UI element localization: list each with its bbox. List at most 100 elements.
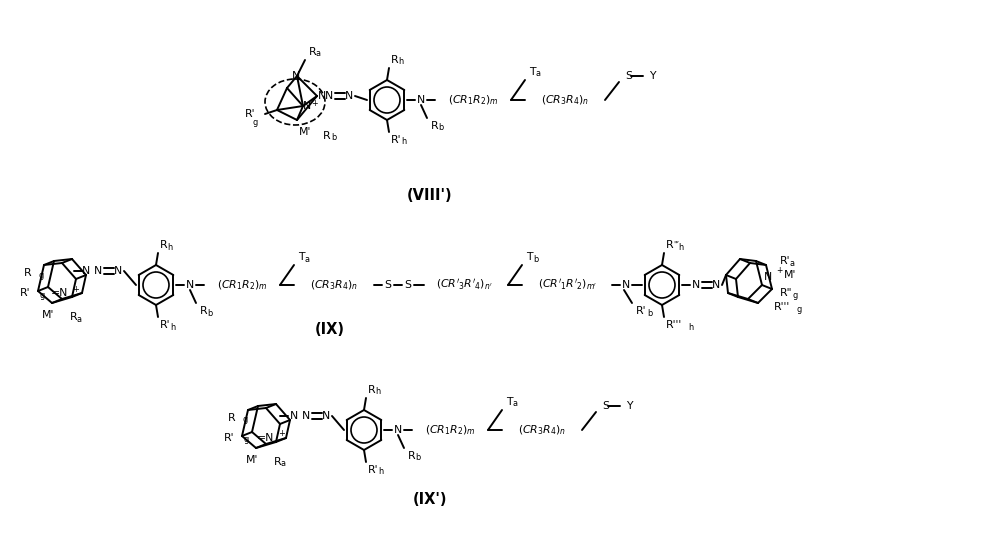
- Text: $(CR_1R_2)_m$: $(CR_1R_2)_m$: [217, 278, 267, 292]
- Text: S: S: [625, 71, 632, 81]
- Text: +: +: [72, 285, 79, 294]
- Text: (IX'): (IX'): [413, 493, 447, 508]
- Text: b: b: [533, 254, 538, 264]
- Text: T: T: [526, 252, 533, 262]
- Text: a: a: [790, 259, 795, 267]
- Text: S: S: [404, 280, 411, 290]
- Text: h: h: [678, 243, 684, 252]
- Text: $(CR_1R_2)_m$: $(CR_1R_2)_m$: [448, 93, 498, 107]
- Text: Y: Y: [649, 71, 656, 81]
- Text: M': M': [298, 127, 311, 137]
- Text: $(CR'_3R'_4)_{n'}$: $(CR'_3R'_4)_{n'}$: [436, 278, 492, 292]
- Text: R: R: [70, 312, 78, 322]
- Text: N: N: [394, 425, 402, 435]
- Text: h: h: [375, 388, 380, 397]
- Text: R: R: [24, 268, 32, 278]
- Text: h: h: [170, 322, 176, 331]
- Text: =N: =N: [257, 433, 274, 443]
- Text: a: a: [305, 254, 310, 264]
- Text: "’: "’: [673, 240, 679, 250]
- Text: N: N: [94, 266, 102, 276]
- Text: R': R': [391, 135, 401, 145]
- Text: N: N: [82, 266, 90, 276]
- Text: h: h: [398, 58, 403, 66]
- Text: a: a: [281, 460, 286, 468]
- Text: $(CR_3R_4)_n$: $(CR_3R_4)_n$: [518, 423, 566, 437]
- Text: M': M': [784, 270, 796, 280]
- Text: b: b: [331, 134, 336, 142]
- Text: N: N: [692, 280, 701, 290]
- Text: M': M': [42, 310, 54, 320]
- Text: R: R: [408, 451, 415, 461]
- Text: R: R: [309, 47, 316, 57]
- Text: T: T: [506, 397, 513, 407]
- Text: M': M': [246, 455, 258, 465]
- Text: R': R': [780, 256, 790, 266]
- Text: (VIII'): (VIII'): [407, 188, 453, 203]
- Text: h: h: [378, 467, 383, 476]
- Text: N: N: [325, 91, 333, 101]
- Text: R: R: [274, 457, 281, 467]
- Text: S: S: [602, 401, 609, 411]
- Text: R: R: [666, 240, 674, 250]
- Text: R: R: [368, 385, 375, 395]
- Text: =N: =N: [51, 288, 69, 298]
- Text: R': R': [636, 306, 647, 316]
- Text: N: N: [318, 91, 326, 101]
- Text: a: a: [536, 70, 541, 79]
- Text: N: N: [622, 280, 630, 290]
- Text: N: N: [301, 411, 310, 421]
- Text: h: h: [401, 137, 406, 147]
- Text: T: T: [529, 67, 536, 77]
- Text: b: b: [207, 308, 213, 317]
- Text: N: N: [291, 71, 300, 81]
- Text: N: N: [345, 91, 353, 101]
- Text: h: h: [167, 243, 173, 252]
- Text: R: R: [229, 413, 236, 423]
- Text: R': R': [245, 109, 255, 119]
- Text: $(CR_1R_2)_m$: $(CR_1R_2)_m$: [425, 423, 475, 437]
- Text: R: R: [391, 55, 398, 65]
- Text: R': R': [224, 433, 234, 443]
- Text: R: R: [323, 131, 330, 141]
- Text: R": R": [780, 288, 792, 298]
- Text: R: R: [431, 121, 439, 131]
- Text: a: a: [513, 399, 518, 409]
- Text: a: a: [77, 314, 82, 323]
- Text: R''': R''': [774, 302, 790, 312]
- Text: T: T: [298, 252, 304, 262]
- Text: b: b: [438, 123, 443, 133]
- Text: S: S: [384, 280, 391, 290]
- Text: g: g: [244, 436, 250, 445]
- Text: N: N: [302, 101, 311, 111]
- Text: b: b: [415, 453, 420, 462]
- Text: N: N: [114, 266, 122, 276]
- Text: N: N: [322, 411, 330, 421]
- Text: g: g: [243, 416, 249, 425]
- Text: +: +: [310, 99, 317, 107]
- Text: +: +: [278, 430, 284, 439]
- Text: h: h: [688, 322, 694, 331]
- Text: $(CR_3R_4)_n$: $(CR_3R_4)_n$: [541, 93, 589, 107]
- Text: g: g: [39, 271, 44, 280]
- Text: Y: Y: [626, 401, 633, 411]
- Text: N: N: [417, 95, 425, 105]
- Text: R': R': [160, 320, 171, 330]
- Text: R: R: [160, 240, 168, 250]
- Text: R: R: [200, 306, 208, 316]
- Text: +: +: [776, 266, 782, 275]
- Text: N: N: [186, 280, 195, 290]
- Text: $(CR_3R_4)_n$: $(CR_3R_4)_n$: [310, 278, 358, 292]
- Text: g: g: [793, 291, 798, 300]
- Text: g: g: [40, 291, 45, 300]
- Text: N: N: [763, 272, 772, 282]
- Text: N: N: [712, 280, 721, 290]
- Text: R''': R''': [666, 320, 683, 330]
- Text: R': R': [368, 465, 378, 475]
- Text: $(CR'_1R'_2)_{m'}$: $(CR'_1R'_2)_{m'}$: [538, 278, 598, 292]
- Text: (IX): (IX): [315, 322, 345, 337]
- Text: g: g: [252, 118, 257, 127]
- Text: R': R': [20, 288, 30, 298]
- Text: a: a: [316, 50, 321, 59]
- Text: b: b: [647, 308, 653, 317]
